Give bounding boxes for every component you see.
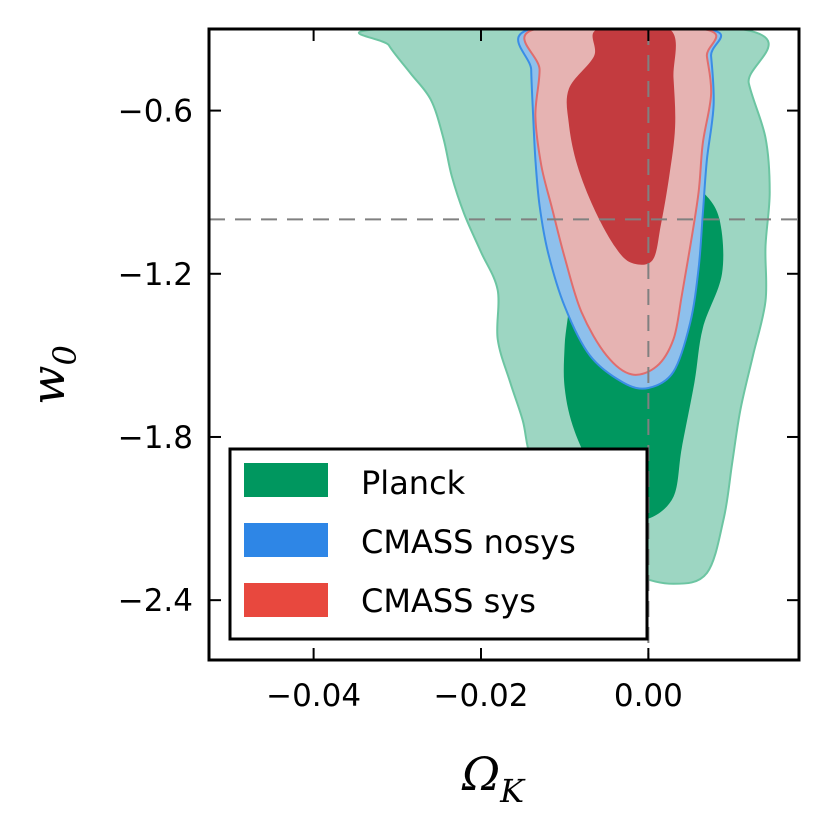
x-tick-label: 0.00 [614, 678, 683, 714]
legend-swatch-sys [244, 583, 328, 617]
x-axis-title-main: Ω [461, 747, 500, 801]
legend: Planck CMASS nosys CMASS sys [228, 447, 649, 641]
x-axis-title: ΩK [461, 747, 526, 810]
y-axis-title: w0 [21, 345, 84, 405]
y-tick-label: −1.8 [118, 420, 193, 456]
y-tick-label: −2.4 [118, 583, 193, 619]
legend-swatch-planck [244, 463, 328, 497]
legend-label-nosys: CMASS nosys [361, 523, 576, 561]
y-tick-label: −1.2 [118, 257, 193, 293]
x-tick-label: −0.02 [433, 678, 528, 714]
y-tick-label: −0.6 [118, 94, 193, 130]
legend-label-planck: Planck [361, 464, 466, 502]
y-axis-title-sub: 0 [46, 345, 84, 365]
legend-label-sys: CMASS sys [361, 582, 536, 620]
legend-swatch-nosys [244, 523, 328, 557]
plot-frame [207, 27, 801, 662]
x-tick-label: −0.04 [266, 678, 361, 714]
y-axis-title-main: w [21, 365, 75, 404]
x-axis-title-sub: K [499, 772, 526, 810]
axis-ticks: −0.04 −0.02 0.00 −0.6 −1.2 −1.8 −2.4 [118, 29, 799, 714]
contour-layer [357, 29, 771, 585]
